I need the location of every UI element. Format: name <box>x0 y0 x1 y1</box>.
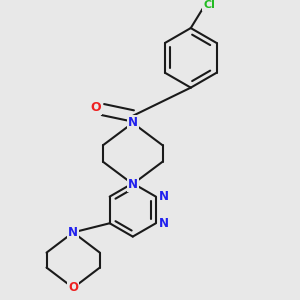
Text: O: O <box>91 100 101 114</box>
Text: N: N <box>128 116 138 129</box>
Text: Cl: Cl <box>203 0 215 10</box>
Text: O: O <box>68 281 78 294</box>
Text: N: N <box>159 190 169 203</box>
Text: N: N <box>68 226 78 239</box>
Text: N: N <box>159 217 169 230</box>
Text: N: N <box>128 178 138 190</box>
